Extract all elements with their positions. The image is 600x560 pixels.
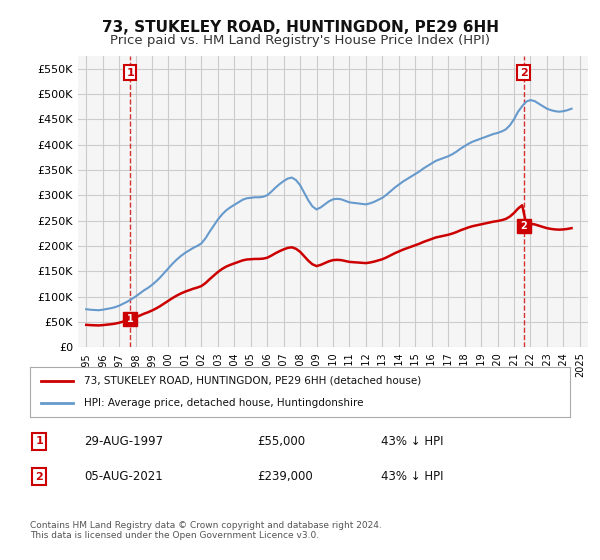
- Text: Price paid vs. HM Land Registry's House Price Index (HPI): Price paid vs. HM Land Registry's House …: [110, 34, 490, 46]
- Text: 05-AUG-2021: 05-AUG-2021: [84, 470, 163, 483]
- Text: Contains HM Land Registry data © Crown copyright and database right 2024.
This d: Contains HM Land Registry data © Crown c…: [30, 521, 382, 540]
- Text: 2: 2: [520, 221, 527, 231]
- Text: 43% ↓ HPI: 43% ↓ HPI: [381, 470, 443, 483]
- Text: 43% ↓ HPI: 43% ↓ HPI: [381, 435, 443, 448]
- Text: £55,000: £55,000: [257, 435, 305, 448]
- Text: £239,000: £239,000: [257, 470, 313, 483]
- Text: 1: 1: [126, 68, 134, 78]
- Text: 2: 2: [520, 68, 527, 78]
- Text: 29-AUG-1997: 29-AUG-1997: [84, 435, 163, 448]
- Text: 73, STUKELEY ROAD, HUNTINGDON, PE29 6HH (detached house): 73, STUKELEY ROAD, HUNTINGDON, PE29 6HH …: [84, 376, 421, 386]
- Text: 73, STUKELEY ROAD, HUNTINGDON, PE29 6HH: 73, STUKELEY ROAD, HUNTINGDON, PE29 6HH: [101, 20, 499, 35]
- Text: 1: 1: [127, 314, 134, 324]
- Text: HPI: Average price, detached house, Huntingdonshire: HPI: Average price, detached house, Hunt…: [84, 398, 364, 408]
- Text: 1: 1: [35, 436, 43, 446]
- Text: 2: 2: [35, 472, 43, 482]
